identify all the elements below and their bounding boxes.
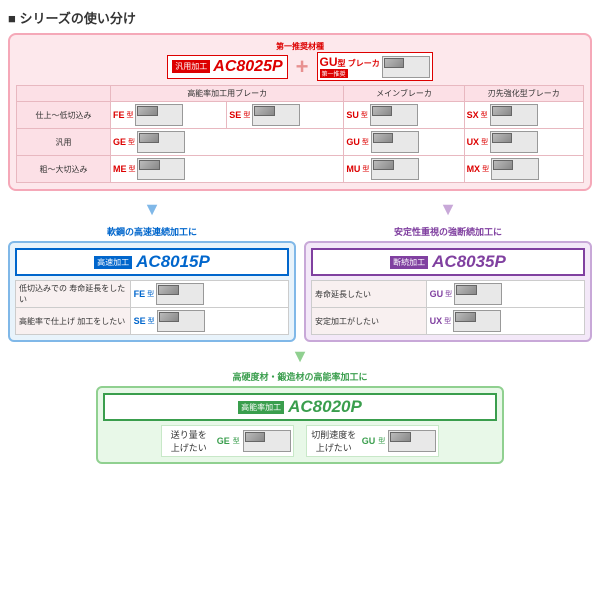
- blue-title: 軟鋼の高速連続加工に: [107, 225, 197, 238]
- purple-title: 安定性重視の強断続加工に: [394, 225, 502, 238]
- diagram-icon: [490, 104, 538, 126]
- green-box: 高能率加工 AC8020P 送り量を 上げたい GE型 切削速度を 上げたい G…: [96, 386, 505, 464]
- cell-code: GE: [217, 436, 230, 446]
- gu-code: GU: [320, 55, 338, 69]
- diagram-icon: [491, 158, 539, 180]
- diagram-icon: [382, 56, 430, 78]
- blue-badge: 高速加工 AC8015P: [15, 248, 289, 276]
- diagram-icon: [137, 158, 185, 180]
- arrow-down-icon: ▼: [439, 199, 457, 220]
- green-tag: 高能率加工: [238, 401, 284, 414]
- cell-code: FE: [113, 110, 125, 120]
- row-label: 粗～大切込み: [17, 156, 111, 183]
- cell-label: 低切込みでの 寿命延長をしたい: [16, 281, 131, 308]
- cell-code: GE: [113, 137, 126, 147]
- cell-code: UX: [430, 316, 443, 326]
- sub-series-row: ▼ 軟鋼の高速連続加工に 高速加工 AC8015P 低切込みでの 寿命延長をした…: [8, 197, 592, 342]
- diagram-icon: [137, 131, 185, 153]
- th-3: 刃先強化型ブレーカ: [464, 86, 583, 102]
- purple-badge: 断続加工 AC8035P: [311, 248, 585, 276]
- cell-code: ME: [113, 164, 127, 174]
- cell-code: SU: [346, 110, 359, 120]
- diagram-icon: [453, 310, 501, 332]
- purple-tag: 断続加工: [390, 256, 428, 269]
- purple-code: AC8035P: [432, 252, 506, 272]
- diagram-icon: [490, 131, 538, 153]
- diagram-icon: [157, 310, 205, 332]
- main-badge-code: AC8025P: [213, 58, 282, 76]
- diagram-icon: [371, 131, 419, 153]
- rec-label: 第一推奨材種: [276, 42, 324, 51]
- green-wrap: ▼ 高硬度材・鍛造材の高能率加工に 高能率加工 AC8020P 送り量を 上げた…: [8, 346, 592, 464]
- diagram-icon: [454, 283, 502, 305]
- cell-code: GU: [430, 289, 444, 299]
- blue-table: 低切込みでの 寿命延長をしたいFE型 高能率で仕上げ 加工をしたいSE型: [15, 280, 289, 335]
- diagram-icon: [371, 158, 419, 180]
- main-grid: 高能率加工用ブレーカ メインブレーカ 刃先強化型ブレーカ 仕上～低切込み FE型…: [16, 85, 584, 183]
- plus-icon: +: [296, 54, 309, 80]
- main-badge: 汎用加工 AC8025P: [167, 55, 287, 79]
- main-badge-tag: 汎用加工: [172, 60, 210, 73]
- cell-code: SX: [467, 110, 479, 120]
- green-item: 切削速度を 上げたい GU型: [306, 425, 440, 457]
- green-code: AC8020P: [288, 397, 362, 417]
- diagram-icon: [252, 104, 300, 126]
- cell-code: UX: [467, 137, 480, 147]
- blue-box: 高速加工 AC8015P 低切込みでの 寿命延長をしたいFE型 高能率で仕上げ …: [8, 241, 296, 342]
- diagram-icon: [243, 430, 291, 452]
- cell-code: SE: [134, 316, 146, 326]
- row-label: 汎用: [17, 129, 111, 156]
- cell-label: 寿命延長したい: [312, 281, 427, 308]
- table-row: 仕上～低切込み FE型 SE型 SU型 SX型: [17, 102, 584, 129]
- cell-code: FE: [134, 289, 146, 299]
- purple-table: 寿命延長したいGU型 安定加工がしたいUX型: [311, 280, 585, 335]
- green-title: 高硬度材・鍛造材の高能率加工に: [8, 370, 592, 383]
- green-badge: 高能率加工 AC8020P: [103, 393, 498, 421]
- table-row: 汎用 GE型 GU型 UX型: [17, 129, 584, 156]
- th-1: 高能率加工用ブレーカ: [110, 86, 343, 102]
- gu-header-box: GU型 ブレーカ 第一推奨: [317, 52, 433, 81]
- diagram-icon: [388, 430, 436, 452]
- cell-code: MU: [346, 164, 360, 174]
- diagram-icon: [370, 104, 418, 126]
- header-row: 汎用加工 AC8025P + GU型 ブレーカ 第一推奨: [16, 52, 584, 81]
- table-row: 粗～大切込み ME型 MU型 MX型: [17, 156, 584, 183]
- th-2: メインブレーカ: [344, 86, 464, 102]
- cell-code: GU: [362, 436, 376, 446]
- blue-code: AC8015P: [136, 252, 210, 272]
- green-item: 送り量を 上げたい GE型: [161, 425, 294, 457]
- cell-label: 高能率で仕上げ 加工をしたい: [16, 308, 131, 335]
- page-title: シリーズの使い分け: [8, 8, 592, 27]
- diagram-icon: [156, 283, 204, 305]
- purple-wrap: ▼ 安定性重視の強断続加工に 断続加工 AC8035P 寿命延長したいGU型 安…: [304, 197, 592, 342]
- blue-wrap: ▼ 軟鋼の高速連続加工に 高速加工 AC8015P 低切込みでの 寿命延長をした…: [8, 197, 296, 342]
- cell-code: SE: [229, 110, 241, 120]
- cell-label: 安定加工がしたい: [312, 308, 427, 335]
- green-row: 送り量を 上げたい GE型 切削速度を 上げたい GU型: [103, 425, 498, 457]
- row-label: 仕上～低切込み: [17, 102, 111, 129]
- cell-label: 送り量を 上げたい: [164, 428, 214, 454]
- blue-tag: 高速加工: [94, 256, 132, 269]
- main-series-box: 第一推奨材種 汎用加工 AC8025P + GU型 ブレーカ 第一推奨 高能率加…: [8, 33, 592, 191]
- cell-label: 切削速度を 上げたい: [309, 428, 359, 454]
- gu-mini: 第一推奨: [320, 69, 348, 78]
- purple-box: 断続加工 AC8035P 寿命延長したいGU型 安定加工がしたいUX型: [304, 241, 592, 342]
- cell-code: MX: [467, 164, 481, 174]
- arrow-down-icon: ▼: [291, 346, 309, 366]
- cell-code: GU: [346, 137, 360, 147]
- arrow-down-icon: ▼: [143, 199, 161, 220]
- gu-label: 型 ブレーカ: [338, 59, 380, 68]
- th-blank: [17, 86, 111, 102]
- diagram-icon: [135, 104, 183, 126]
